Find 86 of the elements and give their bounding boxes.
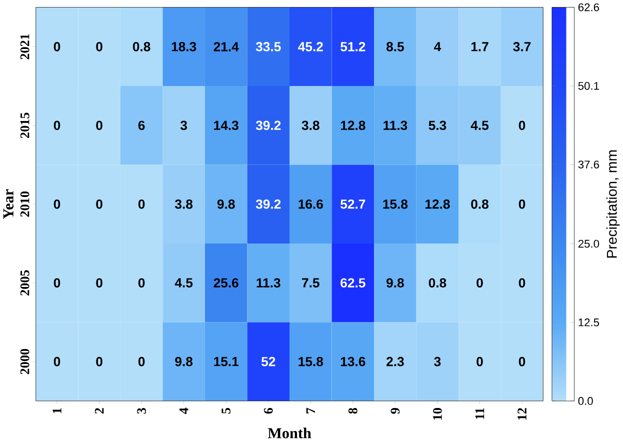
data-label: 0.8 bbox=[428, 278, 446, 288]
data-label: 6 bbox=[138, 120, 145, 130]
data-label: 11.3 bbox=[256, 278, 280, 288]
data-label: 4 bbox=[434, 42, 442, 52]
data-label: 13.6 bbox=[340, 357, 366, 366]
color-bar-label: 37.6 bbox=[578, 160, 600, 169]
data-label: 52 bbox=[261, 357, 276, 366]
data-label: 0 bbox=[96, 120, 102, 130]
data-label: 0 bbox=[476, 357, 483, 366]
color-bar-label: 0.0 bbox=[578, 397, 593, 406]
data-label: 21.4 bbox=[214, 42, 239, 52]
data-label: 0 bbox=[518, 357, 526, 366]
data-label: 1.7 bbox=[471, 42, 488, 52]
data-label: 16.6 bbox=[298, 200, 323, 209]
data-label: 15.1 bbox=[214, 357, 239, 366]
data-label: 39.2 bbox=[256, 120, 281, 130]
data-label: 45.2 bbox=[298, 42, 323, 52]
data-label: 0 bbox=[138, 200, 145, 209]
data-label: 12.8 bbox=[340, 120, 366, 130]
data-label: 0 bbox=[518, 278, 526, 288]
data-label: 0 bbox=[518, 120, 526, 130]
data-label: 0 bbox=[138, 357, 145, 366]
data-label: 0.8 bbox=[471, 200, 488, 209]
data-label: 0 bbox=[138, 278, 145, 288]
color-bar-label: 50.1 bbox=[578, 82, 599, 90]
color-bar-label: 25.0 bbox=[578, 240, 600, 248]
data-label: 11.3 bbox=[384, 120, 408, 130]
data-label: 0 bbox=[96, 200, 102, 209]
data-label: 0 bbox=[54, 357, 60, 366]
data-label: 14.3 bbox=[214, 120, 238, 130]
data-label: 25.6 bbox=[214, 278, 238, 288]
y-tick-label: 2010 bbox=[20, 192, 30, 217]
x-tick-label: 5 bbox=[222, 408, 230, 414]
data-label: 12.8 bbox=[426, 200, 450, 209]
x-tick-label: 3 bbox=[137, 408, 146, 414]
data-label: 5.3 bbox=[428, 120, 446, 130]
data-label: 9.8 bbox=[175, 357, 193, 366]
y-tick-label: 2005 bbox=[20, 270, 30, 296]
data-label: 62.5 bbox=[340, 278, 366, 288]
data-label: 4.5 bbox=[470, 120, 489, 130]
x-tick-label: 11 bbox=[475, 408, 484, 420]
color-bar-label: 12.5 bbox=[578, 318, 600, 326]
data-label: 0 bbox=[96, 42, 102, 52]
data-label: 0 bbox=[54, 120, 60, 130]
data-label: 0 bbox=[96, 357, 102, 366]
color-bar-label: 62.6 bbox=[578, 4, 600, 12]
data-label: 0 bbox=[476, 278, 483, 288]
y-tick-label: 2015 bbox=[20, 112, 30, 138]
x-tick-label: 10 bbox=[433, 408, 442, 420]
data-label: 18.3 bbox=[172, 42, 196, 52]
data-label: 3.7 bbox=[513, 42, 531, 52]
x-tick-label: 6 bbox=[264, 408, 273, 414]
data-label: 7.5 bbox=[302, 278, 320, 288]
x-axis-title: Month bbox=[268, 428, 312, 438]
y-tick-label: 2021 bbox=[20, 34, 30, 60]
data-label: 3.8 bbox=[302, 120, 320, 130]
data-label: 3 bbox=[180, 120, 187, 130]
color-bar-title: Precipitation, mm bbox=[606, 150, 620, 258]
data-label: 0.8 bbox=[132, 42, 150, 52]
data-label: 0 bbox=[518, 200, 526, 209]
data-label: 15.8 bbox=[383, 200, 408, 209]
data-label: 52.7 bbox=[340, 200, 366, 209]
data-label: 9.8 bbox=[386, 278, 404, 288]
data-label: 2.3 bbox=[386, 357, 404, 366]
x-tick-label: 1 bbox=[52, 408, 62, 414]
data-label: 8.5 bbox=[386, 42, 404, 52]
data-label: 3 bbox=[434, 357, 441, 366]
data-label: 0 bbox=[54, 42, 60, 52]
data-label: 3.8 bbox=[174, 200, 193, 209]
data-label: 0 bbox=[96, 278, 102, 288]
x-tick-label: 12 bbox=[518, 408, 526, 420]
x-tick-label: 2 bbox=[94, 408, 104, 414]
data-label: 9.8 bbox=[217, 200, 235, 209]
data-label: 0 bbox=[54, 278, 60, 288]
x-tick-label: 4 bbox=[179, 408, 188, 414]
data-label: 0 bbox=[54, 200, 60, 209]
y-axis-title: Year bbox=[3, 189, 14, 220]
x-tick-label: 7 bbox=[306, 408, 315, 414]
data-label: 33.5 bbox=[256, 42, 281, 52]
y-tick-label: 2000 bbox=[20, 349, 30, 374]
data-label: 39.2 bbox=[256, 200, 281, 209]
x-tick-label: 9 bbox=[390, 408, 400, 414]
data-label: 4.5 bbox=[174, 278, 193, 288]
data-label: 51.2 bbox=[340, 42, 366, 52]
x-tick-label: 8 bbox=[348, 408, 358, 414]
data-label: 15.8 bbox=[298, 357, 324, 366]
